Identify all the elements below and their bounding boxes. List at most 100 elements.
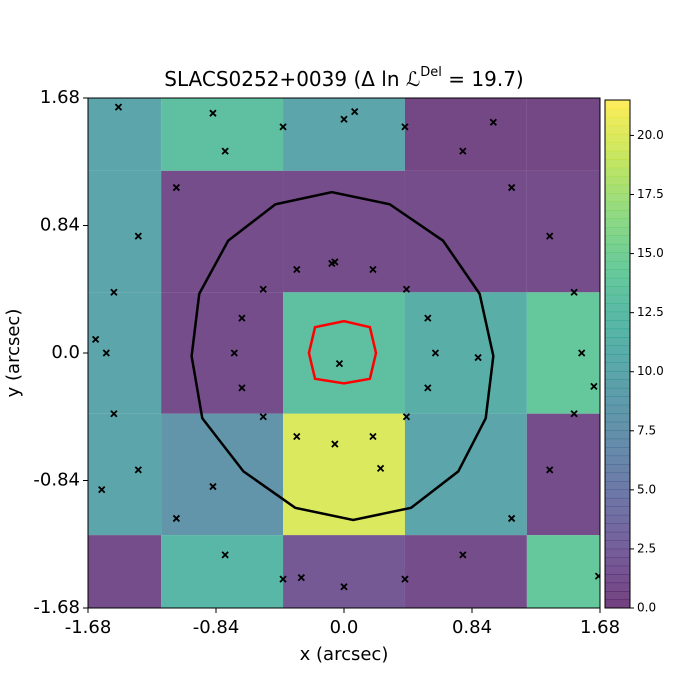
colorbar-tick-label: 12.5: [637, 305, 664, 319]
marker: [238, 384, 246, 392]
marker: [209, 482, 217, 491]
heat-cell: [161, 292, 284, 414]
colorbar-band: [605, 430, 630, 440]
colorbar-band: [605, 497, 630, 507]
colorbar-band: [605, 362, 630, 372]
marker: [328, 259, 336, 268]
chart-title: SLACS0252+0039 (Δ ln ℒDel = 19.7): [164, 65, 523, 91]
colorbar-band: [605, 523, 630, 533]
colorbar-band: [605, 176, 630, 186]
colorbar-band: [605, 599, 630, 609]
colorbar-band: [605, 387, 630, 397]
marker: [279, 123, 287, 131]
colorbar-band: [605, 404, 630, 414]
marker: [340, 115, 348, 123]
marker: [259, 285, 267, 293]
colorbar-band: [605, 159, 630, 169]
marker: [570, 410, 578, 418]
heat-cell: [526, 535, 600, 608]
marker: [594, 572, 600, 580]
colorbar-band: [605, 328, 630, 338]
colorbar-band: [605, 345, 630, 355]
marker: [293, 265, 301, 274]
marker: [369, 265, 377, 274]
marker: [91, 335, 100, 343]
colorbar-band: [605, 311, 630, 321]
x-tick-label: 0.84: [452, 617, 492, 638]
colorbar-band: [605, 294, 630, 304]
colorbar-tick-label: 15.0: [637, 246, 664, 260]
x-tick-label: -1.68: [65, 617, 112, 638]
marker: [221, 551, 229, 559]
y-axis-label: y (arcsec): [3, 309, 24, 398]
plot-area: [88, 98, 600, 608]
marker: [570, 288, 578, 296]
colorbar-tick-label: 5.0: [637, 482, 656, 496]
marker: [134, 466, 142, 474]
colorbar-band: [605, 548, 630, 558]
colorbar-band: [605, 455, 630, 465]
heat-cell: [526, 98, 600, 171]
marker: [279, 575, 287, 583]
marker: [172, 183, 181, 192]
colorbar-tick-label: 20.0: [637, 128, 664, 142]
colorbar-band: [605, 582, 630, 592]
heat-cell: [404, 535, 527, 608]
title-sup: Del: [420, 65, 442, 80]
title-main: SLACS0252+0039 (Δ ln ℒ: [164, 67, 420, 91]
y-tick-label: -0.84: [33, 470, 80, 491]
colorbar-band: [605, 303, 630, 313]
heat-cell: [88, 98, 162, 171]
colorbar-band: [605, 320, 630, 330]
colorbar-band: [605, 235, 630, 245]
colorbar-band: [605, 370, 630, 380]
colorbar-band: [605, 514, 630, 524]
colorbar-band: [605, 472, 630, 482]
marker: [431, 349, 440, 357]
colorbar-band: [605, 540, 630, 550]
colorbar-band: [605, 591, 630, 601]
marker: [221, 147, 229, 155]
marker: [401, 575, 409, 583]
colorbar-band: [605, 337, 630, 347]
marker: [402, 413, 411, 421]
marker: [351, 108, 359, 116]
colorbar-band: [605, 227, 630, 236]
colorbar-tick-label: 0.0: [637, 601, 656, 615]
colorbar-band: [605, 531, 630, 541]
heat-cell: [283, 535, 405, 608]
colorbar-band: [605, 243, 630, 253]
colorbar-band: [605, 481, 630, 490]
marker: [297, 574, 305, 582]
x-axis-label: x (arcsec): [300, 644, 389, 665]
y-tick-label: 0.0: [51, 342, 80, 363]
marker: [293, 432, 301, 441]
marker: [259, 413, 267, 421]
marker: [376, 464, 385, 472]
colorbar-tick-label: 7.5: [637, 423, 656, 437]
heat-cell: [161, 535, 284, 608]
colorbar-band: [605, 557, 630, 567]
colorbar-band: [605, 354, 630, 363]
colorbar-band: [605, 421, 630, 431]
colorbar-band: [605, 379, 630, 389]
colorbar-band: [605, 218, 630, 228]
marker: [507, 183, 516, 192]
heat-cell: [526, 292, 600, 414]
marker: [546, 232, 554, 240]
colorbar-band: [605, 260, 630, 270]
colorbar-band: [605, 574, 630, 584]
heat-cell: [526, 413, 600, 536]
marker: [114, 103, 123, 111]
colorbar-band: [605, 286, 630, 296]
colorbar-band: [605, 506, 630, 516]
colorbar-band: [605, 116, 630, 126]
marker: [110, 288, 118, 296]
marker: [401, 123, 409, 131]
colorbar-band: [605, 438, 630, 448]
colorbar-band: [605, 565, 630, 575]
colorbar-band: [605, 125, 630, 135]
heat-cell: [283, 292, 405, 414]
colorbar-band: [605, 252, 630, 262]
heat-cell: [404, 292, 527, 414]
